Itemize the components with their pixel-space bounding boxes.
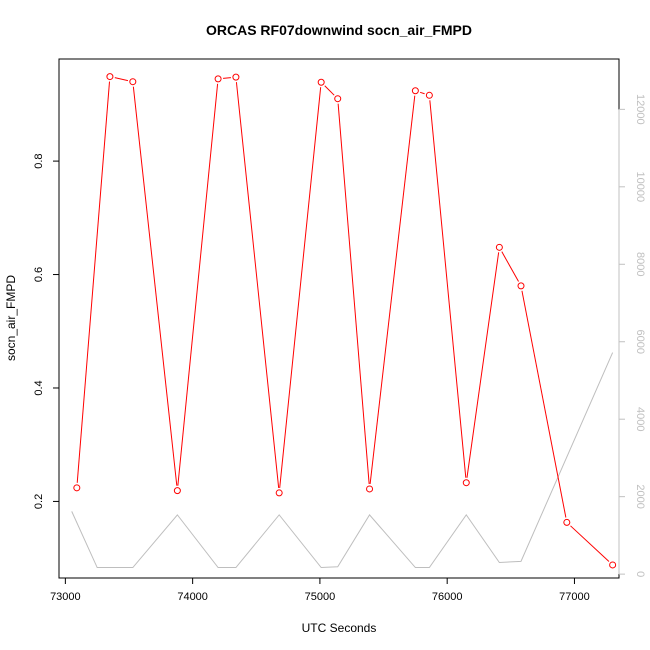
right-y-axis: 0 2000 4000 6000 8000 10000 12000 — [618, 94, 646, 577]
series-segment — [521, 290, 567, 518]
y-tick-label: 0.6 — [33, 267, 45, 282]
data-point — [425, 91, 433, 99]
data-point — [214, 75, 222, 83]
x-tick-label: 76000 — [432, 591, 463, 603]
y2-tick-label: 8000 — [634, 252, 646, 276]
x-axis-label: UTC Seconds — [302, 621, 377, 635]
series-segment — [324, 85, 335, 96]
data-point — [106, 73, 114, 81]
y2-tick-label: 10000 — [634, 172, 646, 203]
series-segment — [466, 252, 500, 478]
series-segment — [279, 87, 322, 488]
data-point — [275, 489, 283, 497]
y2-tick-label: 6000 — [634, 329, 646, 353]
data-point — [366, 485, 374, 493]
data-point — [173, 487, 181, 495]
series-segment — [76, 81, 111, 483]
series-segment — [501, 251, 519, 282]
series-segment — [132, 86, 178, 486]
y2-tick-label: 2000 — [634, 484, 646, 508]
series-layer — [71, 73, 617, 569]
x-tick-label: 74000 — [177, 591, 208, 603]
data-point — [232, 73, 240, 81]
data-point — [495, 243, 503, 251]
x-tick-label: 77000 — [559, 591, 590, 603]
data-point — [462, 479, 470, 487]
y-axis-label: socn_air_FMPD — [4, 275, 18, 361]
series-segment — [114, 77, 129, 82]
y-tick-label: 0.2 — [33, 494, 45, 509]
y2-tick-label: 4000 — [634, 407, 646, 431]
series-segment — [419, 91, 425, 95]
data-point — [317, 78, 325, 86]
x-tick-label: 75000 — [305, 591, 336, 603]
data-point — [517, 282, 525, 290]
data-point — [563, 518, 571, 526]
data-point — [411, 87, 419, 95]
data-point — [73, 484, 81, 492]
left-y-axis: 0.2 0.4 0.6 0.8 — [33, 153, 60, 509]
chart-title: ORCAS RF07downwind socn_air_FMPD — [206, 22, 472, 38]
y2-tick-label: 0 — [634, 571, 646, 577]
data-point — [609, 561, 617, 569]
series-segment — [235, 82, 280, 488]
y-tick-label: 0.8 — [33, 153, 45, 168]
data-point — [129, 78, 137, 86]
x-tick-label: 73000 — [50, 591, 81, 603]
series-segment — [429, 100, 467, 478]
plot-frame — [58, 58, 620, 579]
series-segment — [223, 77, 231, 79]
series-segment — [337, 103, 370, 485]
y2-tick-label: 12000 — [634, 94, 646, 125]
series-segment — [369, 95, 416, 485]
series-line — [71, 352, 614, 569]
series-segment — [570, 525, 610, 562]
data-point — [334, 95, 342, 103]
y-tick-label: 0.4 — [33, 380, 45, 395]
x-axis: 73000 74000 75000 76000 77000 — [50, 577, 590, 603]
series-segment — [177, 83, 219, 486]
